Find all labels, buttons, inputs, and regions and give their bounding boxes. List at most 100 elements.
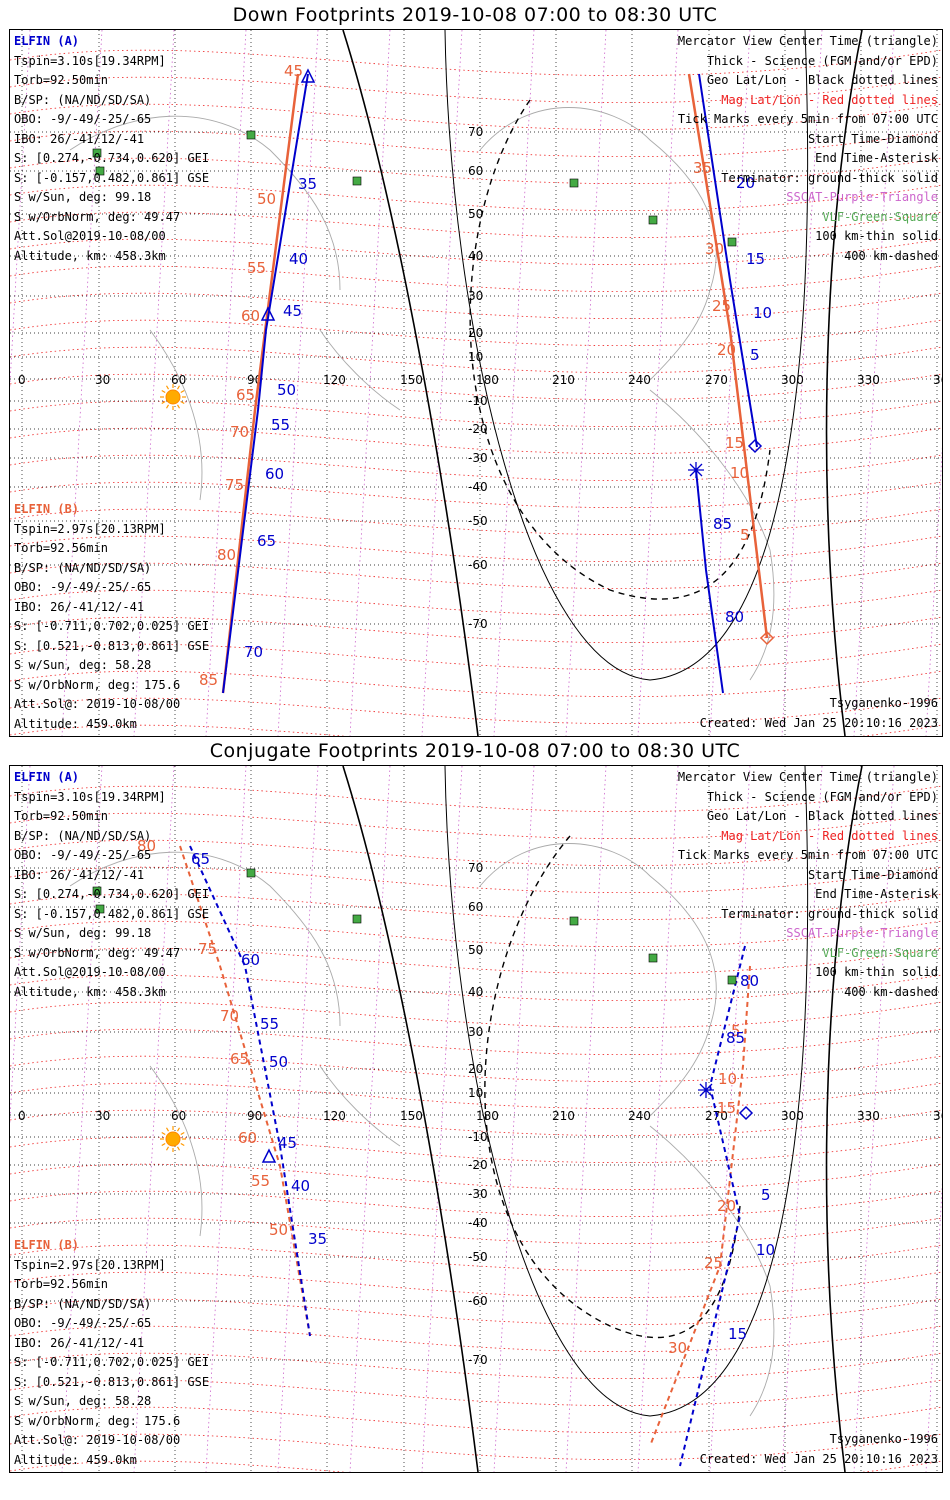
sun-ray (180, 1131, 185, 1136)
mag-lat-line (10, 1352, 942, 1379)
track-time-label-red: 75 (198, 940, 217, 958)
lat-tick-label: 30 (468, 289, 483, 303)
track-time-label-blue: 65 (191, 850, 210, 868)
sun-ray (161, 389, 166, 394)
elfin-b-line: Torb=92.56min (14, 541, 108, 555)
elfin-a-info-conj: ELFIN (A) Tspin=3.10s[19.34RPM] Torb=92.… (14, 768, 209, 1002)
lon-tick-label: 30 (95, 373, 110, 387)
elfin-a-line: OBO: -9/-49/-25/-65 (14, 848, 152, 862)
elfin-a-line: S w/OrbNorm, deg: 49.47 (14, 945, 181, 960)
terminator-line (342, 30, 479, 736)
mag-lat-line (10, 812, 942, 839)
mag-lat-line (10, 49, 942, 76)
lat-tick-label: 60 (468, 164, 483, 178)
lat-tick-label: -10 (468, 1130, 488, 1144)
track-time-label-blue: 70 (244, 643, 263, 661)
elfin-b-line: S: [-0.711,0.702,0.025] GEI (14, 1355, 210, 1369)
vlf-station-square (95, 904, 105, 914)
track-time-label-blue: 65 (257, 532, 276, 550)
track-time-label-blue: 35 (308, 1230, 327, 1248)
mag-lat-line (10, 1379, 942, 1406)
elfin-a-line: Torb=92.50min (14, 809, 108, 823)
orbit-track-elfin-b (687, 73, 769, 639)
track-time-label-red: 10 (718, 1070, 737, 1088)
lat-tick-label: -20 (468, 422, 488, 436)
elfin-a-line: B/SP: (NA/ND/SD/SA) (14, 828, 152, 843)
mag-lon-line (709, 766, 751, 1472)
mag-lon-line (349, 30, 391, 736)
mag-lon-line (205, 30, 247, 736)
track-time-label-blue: 15 (746, 250, 765, 268)
lat-tick-label: 30 (468, 1025, 483, 1039)
orbit-track-elfin-a (695, 469, 724, 694)
map-canvas-down: 0306090120150180210240270300330360706050… (10, 30, 942, 736)
lat-tick-label: 60 (468, 900, 483, 914)
lon-tick-label: 240 (628, 1109, 651, 1123)
mag-lat-line (10, 947, 942, 974)
elfin-b-line: Tspin=2.97s[20.13RPM] (14, 1257, 166, 1272)
coastline (319, 1065, 401, 1147)
mag-lat-line (10, 427, 942, 454)
sun-ray (180, 400, 185, 405)
mag-lat-line (10, 562, 942, 589)
elfin-b-line: S w/OrbNorm, deg: 175.6 (14, 677, 181, 692)
track-time-label-red: 55 (247, 259, 266, 277)
elfin-a-line: Att.Sol@2019-10-08/00 (14, 229, 166, 243)
track-time-label-blue: 20 (736, 174, 755, 192)
elfin-b-line: OBO: -9/-49/-25/-65 (14, 1316, 152, 1330)
elfin-a-line: S: [-0.157,0.482,0.861] GSE (14, 170, 210, 185)
legend-item: Geo Lat/Lon - Black dotted lines (706, 73, 938, 87)
elfin-b-name: ELFIN (B) (14, 1238, 80, 1252)
mag-lon-line (709, 30, 751, 736)
elfin-b-line: S: [-0.711,0.702,0.025] GEI (14, 619, 210, 633)
vlf-station-square (648, 953, 658, 963)
track-time-label-red: 5 (731, 1022, 741, 1040)
map-panel-conj: 0306090120150180210240270300330360706050… (9, 765, 943, 1473)
elfin-b-line: Att.Sol@: 2019-10-08/00 (14, 1433, 181, 1447)
mag-lat-line (10, 481, 942, 508)
mag-lat-line (10, 130, 942, 157)
vlf-station-square (92, 148, 102, 158)
legend-item: Thick - Science (FGM and/or EPD) (706, 789, 938, 804)
page-title-down: Down Footprints 2019-10-08 07:00 to 08:3… (232, 4, 718, 26)
elfin-a-line: Tspin=3.10s[19.34RPM] (14, 53, 166, 68)
coastline (149, 1065, 203, 1237)
lon-tick-label: 330 (857, 1109, 880, 1123)
lat-tick-label: 20 (468, 1062, 483, 1076)
track-time-label-blue: 85 (726, 1029, 745, 1047)
elfin-a-line: IBO: 26/-41/12/-41 (14, 867, 145, 882)
track-time-label-blue: 40 (291, 1177, 310, 1195)
mag-lat-line (10, 292, 942, 319)
legend-item: Terminator: ground-thick solid (721, 170, 938, 185)
elfin-a-name: ELFIN (A) (14, 34, 80, 48)
mag-lat-line (10, 346, 942, 373)
elfin-b-line: IBO: 26/-41/12/-41 (14, 1335, 145, 1350)
mag-lon-line (421, 766, 463, 1472)
terminator-line (342, 766, 479, 1472)
orbit-track-elfin-a (189, 845, 311, 1337)
center-triangle-marker (300, 68, 316, 83)
mag-lat-line (10, 1163, 942, 1190)
mag-lon-line (637, 30, 679, 736)
elfin-b-line: Altitude: 459.0km (14, 1452, 137, 1467)
lat-tick-label: -50 (468, 1250, 488, 1264)
legend-item: Mercator View Center Time (triangle) (677, 770, 938, 784)
elfin-b-line: Att.Sol@: 2019-10-08/00 (14, 697, 181, 711)
vlf-station-square (246, 868, 256, 878)
ellipse-100km (444, 766, 809, 1417)
track-time-label-blue: 15 (728, 1325, 747, 1343)
vlf-station-square (648, 215, 658, 225)
lon-tick-label: 60 (171, 1109, 186, 1123)
vlf-station-square (727, 237, 737, 247)
track-time-label-blue: 60 (265, 465, 284, 483)
mag-lon-line (421, 30, 463, 736)
lon-tick-label: 300 (781, 373, 804, 387)
track-time-label-red: 60 (241, 307, 260, 325)
elfin-b-line: Tspin=2.97s[20.13RPM] (14, 521, 166, 536)
mag-lat-line (10, 866, 942, 893)
track-time-label-red: 5 (740, 526, 750, 544)
model-label: Tsyganenko-1996 (829, 696, 938, 710)
mag-lat-line (10, 1298, 942, 1325)
elfin-a-name: ELFIN (A) (14, 770, 80, 784)
lat-tick-label: 10 (468, 350, 483, 364)
